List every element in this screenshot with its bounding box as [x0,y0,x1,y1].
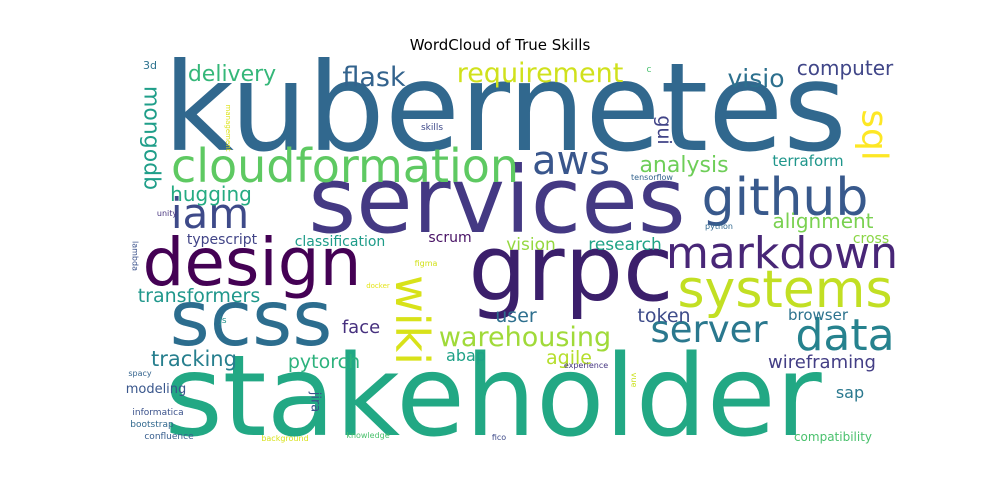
word-lambda: lambda [131,241,140,271]
word-markdown: markdown [666,228,898,279]
word-cloudformation: cloudformation [171,139,519,193]
word-transformers: transformers [138,285,261,307]
word-typescript: typescript [187,232,258,248]
word-server: server [650,308,768,351]
word-design: design [143,224,362,301]
word-research: research [588,235,662,255]
word-management: management [224,105,232,152]
word-browser: browser [788,306,849,324]
word-aws: aws [532,138,610,184]
word-token: token [637,305,690,327]
word-c: c [647,65,652,75]
word-unity: unity [157,209,178,218]
word-mongodb: mongodb [139,86,164,190]
word-analysis: analysis [639,153,728,178]
word-experience: experience [564,361,608,370]
word-computer: computer [797,56,894,80]
word-user: user [495,305,537,327]
word-tracking: tracking [151,347,237,371]
word-fico: fico [492,433,506,442]
word-kubernetes: kubernetes [163,37,847,179]
word-vue: vue [630,373,639,388]
word-flask: flask [342,62,406,93]
word-data: data [795,310,894,361]
word-figma: figma [415,259,438,268]
word-systems: systems [677,260,892,320]
word-compatibility: compatibility [794,430,872,444]
word-abap: abap [446,346,486,365]
word-visio: visio [727,64,784,93]
word-delivery: delivery [188,62,276,87]
word-sql: sql [854,109,895,161]
word-hugging: hugging [170,182,252,206]
word-tensorflow: tensorflow [631,173,673,182]
chart-title: WordCloud of True Skills [409,36,591,54]
word-terraform: terraform [772,152,843,170]
word-classification: classification [295,234,386,250]
word-js: js [218,316,227,326]
word-python: python [705,222,733,231]
word-modeling: modeling [126,382,187,397]
word-scss: scss [170,275,333,364]
word-docker: docker [366,282,390,290]
word-vision: vision [506,235,556,255]
word-3d: 3d [143,59,157,72]
word-iam: iam [171,189,249,238]
word-services: services [308,147,685,254]
word-face: face [342,317,380,338]
word-cross: cross [853,231,889,247]
word-sap: sap [836,383,864,402]
word-wiki: wiki [385,275,439,365]
word-background: background [261,434,308,443]
word-github: github [702,168,869,228]
word-wireframing: wireframing [768,352,876,373]
word-stakeholder: stakeholder [164,332,822,462]
word-pytorch: pytorch [288,351,360,373]
word-knowledge: knowledge [346,431,389,440]
word-jira: jira [308,391,323,413]
word-grpc: grpc [468,215,673,322]
word-requirement: requirement [457,58,624,89]
word-agile: agile [546,347,592,369]
word-confluence: confluence [144,432,194,442]
word-informatica: informatica [132,408,183,418]
word-skills: skills [421,123,443,133]
word-bootstrap: bootstrap [130,420,174,430]
word-alignment: alignment [772,209,873,233]
word-gui: gui [653,115,675,144]
word-scrum: scrum [428,230,471,246]
word-spacy: spacy [128,369,152,378]
word-warehousing: warehousing [439,322,611,353]
